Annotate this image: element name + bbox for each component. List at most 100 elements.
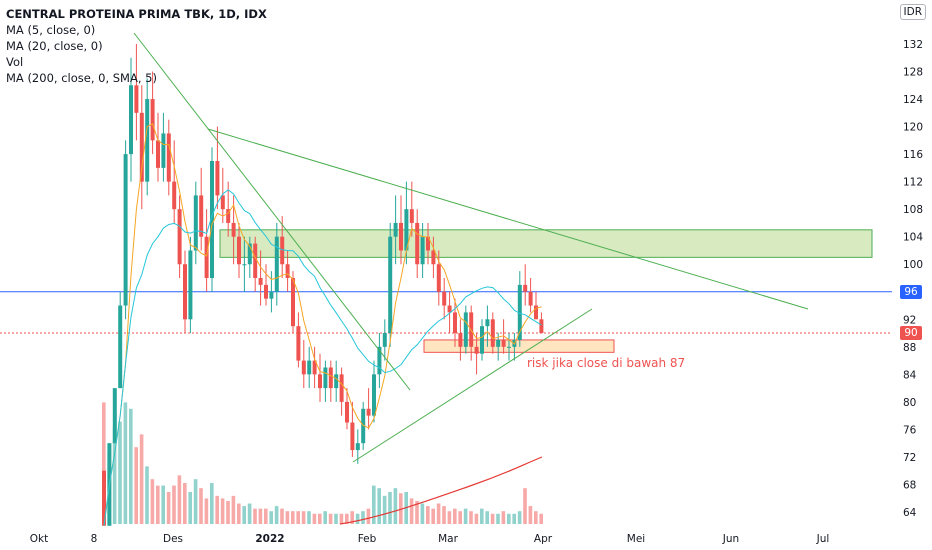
candle-body: [188, 250, 193, 320]
candle-body: [453, 312, 457, 334]
candle-body: [231, 222, 236, 237]
volume-bar: [215, 495, 219, 524]
candle-body: [496, 339, 501, 347]
y-tick-label: 80: [903, 397, 916, 409]
volume-bar: [339, 513, 344, 524]
y-tick-label: 108: [903, 204, 923, 216]
candle-body: [134, 85, 139, 113]
volume-bar: [269, 511, 273, 524]
currency-button[interactable]: IDR: [899, 4, 926, 20]
candles-layer: [102, 44, 544, 526]
candle-body: [388, 236, 393, 334]
legend-ma200[interactable]: MA (200, close, 0, SMA, 5): [6, 71, 157, 85]
candle-body: [215, 161, 220, 196]
volume-bar: [415, 500, 419, 524]
candle-body: [204, 236, 209, 278]
candle-body: [274, 236, 279, 292]
volume-bar: [458, 511, 462, 524]
candle-body: [102, 470, 106, 526]
volume-bar: [134, 447, 138, 524]
volume-ma200-line: [339, 456, 543, 525]
volume-bar: [507, 513, 511, 524]
x-tick-label: Apr: [534, 533, 553, 545]
volume-bar: [258, 508, 263, 524]
candle-body: [474, 346, 479, 354]
candle-body: [436, 264, 441, 292]
candle-body: [264, 284, 268, 299]
volume-bar: [280, 508, 284, 524]
candle-body: [161, 133, 166, 168]
volume-bar: [296, 511, 300, 524]
candle-body: [129, 85, 133, 155]
candle-body: [166, 133, 171, 182]
candle-body: [296, 326, 301, 361]
time-axis: Okt 8 Des 2022 Feb Mar Apr Mei Jun Jul: [30, 533, 830, 545]
price-tag-last: 90: [900, 326, 922, 340]
volume-bar: [112, 428, 117, 524]
candle-body: [339, 374, 344, 402]
candle-body: [242, 264, 247, 266]
candle-body: [539, 319, 544, 334]
candle-body: [123, 154, 128, 306]
candle-body: [312, 360, 317, 375]
candle-body: [193, 195, 198, 251]
volume-bar: [512, 513, 516, 524]
candle-body: [382, 333, 387, 347]
x-tick-label: 8: [91, 533, 98, 545]
candle-body: [139, 112, 144, 182]
volume-bar: [102, 402, 106, 524]
trendlines-layer: [133, 32, 809, 463]
x-tick-label: Mei: [627, 533, 645, 545]
volume-bar: [118, 421, 122, 524]
candle-body: [112, 388, 117, 444]
volume-bar: [323, 511, 327, 524]
symbol-title[interactable]: CENTRAL PROTEINA PRIMA TBK, 1D, IDX: [6, 7, 267, 21]
candle-body: [285, 264, 290, 278]
volume-bar: [528, 506, 533, 524]
risk-annotation: risk jika close di bawah 87: [527, 356, 686, 370]
y-tick-label: 92: [903, 314, 916, 326]
legend-vol[interactable]: Vol: [6, 55, 24, 69]
volume-bar: [328, 513, 333, 524]
volume-bar: [274, 506, 279, 524]
volume-bar: [150, 479, 155, 524]
chart-legend: CENTRAL PROTEINA PRIMA TBK, 1D, IDX MA (…: [6, 6, 267, 86]
volume-bar: [301, 511, 306, 524]
y-tick-label: 124: [903, 94, 923, 106]
volume-bar: [453, 508, 457, 524]
candle-body: [442, 291, 447, 306]
x-tick-label: Feb: [358, 533, 377, 545]
y-tick-label: 128: [903, 67, 923, 79]
candle-body: [523, 284, 528, 292]
legend-ma5[interactable]: MA (5, close, 0): [6, 23, 96, 37]
volume-bar: [226, 500, 230, 524]
volume-bar: [345, 513, 349, 524]
volume-bar: [210, 483, 214, 524]
volume-bar: [129, 408, 133, 524]
candle-body: [458, 333, 463, 347]
candle-body: [366, 408, 371, 416]
legend-ma20[interactable]: MA (20, close, 0): [6, 39, 103, 53]
x-tick-label: Jun: [722, 533, 739, 545]
volume-bar: [183, 483, 187, 524]
volume-bar: [264, 508, 268, 524]
candle-body: [318, 374, 322, 389]
volume-bar: [199, 488, 203, 524]
volume-bar: [409, 498, 414, 524]
y-tick-label: 68: [903, 479, 916, 491]
ma5-line: [103, 123, 542, 526]
volume-bar: [377, 488, 381, 524]
volume-bar: [539, 513, 543, 524]
x-tick-label: Jul: [816, 533, 830, 545]
volume-bar: [318, 513, 322, 524]
y-tick-label: 64: [903, 507, 917, 519]
volume-bar: [247, 503, 252, 524]
volume-bar: [474, 513, 479, 524]
y-tick-label: 120: [903, 122, 923, 134]
candle-body: [253, 243, 258, 278]
candle-body: [177, 209, 182, 265]
candle-body: [507, 346, 511, 348]
volume-bar: [231, 495, 236, 524]
volume-bar: [447, 511, 452, 524]
